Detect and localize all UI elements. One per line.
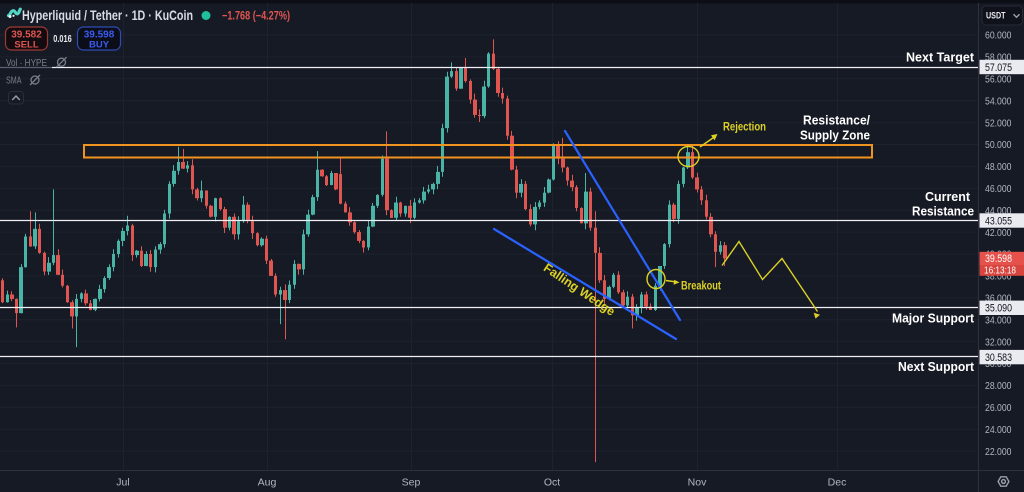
svg-text:Next Target: Next Target xyxy=(906,50,975,65)
svg-text:0.016: 0.016 xyxy=(53,34,72,45)
svg-text:39.582: 39.582 xyxy=(11,30,42,41)
svg-text:Current: Current xyxy=(925,189,971,204)
svg-text:USDT: USDT xyxy=(986,11,1006,22)
svg-text:39.598: 39.598 xyxy=(84,30,115,41)
svg-text:SELL: SELL xyxy=(14,40,38,51)
svg-text:52.000: 52.000 xyxy=(985,117,1012,129)
svg-text:60.000: 60.000 xyxy=(985,30,1012,42)
svg-text:BUY: BUY xyxy=(89,40,110,51)
svg-text:54.000: 54.000 xyxy=(985,95,1012,107)
svg-text:Oct: Oct xyxy=(544,477,560,489)
svg-text:Major Support: Major Support xyxy=(892,311,975,326)
svg-text:35.090: 35.090 xyxy=(985,303,1012,315)
svg-text:Sep: Sep xyxy=(402,477,421,489)
svg-text:48.000: 48.000 xyxy=(985,161,1012,173)
svg-text:Supply Zone: Supply Zone xyxy=(800,128,870,143)
svg-text:42.000: 42.000 xyxy=(985,227,1012,239)
svg-text:Dec: Dec xyxy=(828,477,847,489)
svg-text:Rejection: Rejection xyxy=(723,122,766,134)
svg-text:SMA: SMA xyxy=(6,75,22,87)
svg-text:34.000: 34.000 xyxy=(985,314,1012,326)
svg-text:Hyperliquid / Tether · 1D · Ku: Hyperliquid / Tether · 1D · KuCoin xyxy=(22,7,193,23)
svg-text:Breakout: Breakout xyxy=(681,281,721,293)
svg-text:−1.768 (−4.27%): −1.768 (−4.27%) xyxy=(222,9,290,23)
svg-text:Resistance/: Resistance/ xyxy=(803,113,870,128)
svg-text:Next Support: Next Support xyxy=(898,359,975,374)
svg-text:Resistance: Resistance xyxy=(912,204,974,219)
svg-text:39.598: 39.598 xyxy=(985,253,1012,265)
svg-text:57.075: 57.075 xyxy=(985,62,1012,74)
svg-text:24.000: 24.000 xyxy=(985,424,1012,436)
svg-text:28.000: 28.000 xyxy=(985,380,1012,392)
svg-text:32.000: 32.000 xyxy=(985,336,1012,348)
svg-text:Vol · HYPE: Vol · HYPE xyxy=(6,57,47,69)
svg-text:50.000: 50.000 xyxy=(985,139,1012,151)
svg-text:16:13:18: 16:13:18 xyxy=(984,266,1016,277)
svg-text:56.000: 56.000 xyxy=(985,74,1012,86)
svg-text:26.000: 26.000 xyxy=(985,402,1012,414)
svg-text:Aug: Aug xyxy=(258,477,277,489)
svg-text:30.583: 30.583 xyxy=(985,352,1012,364)
svg-text:Jul: Jul xyxy=(116,477,129,489)
svg-text:43.055: 43.055 xyxy=(985,215,1012,227)
svg-text:22.000: 22.000 xyxy=(985,446,1012,458)
svg-text:46.000: 46.000 xyxy=(985,183,1012,195)
svg-text:Nov: Nov xyxy=(688,477,707,489)
